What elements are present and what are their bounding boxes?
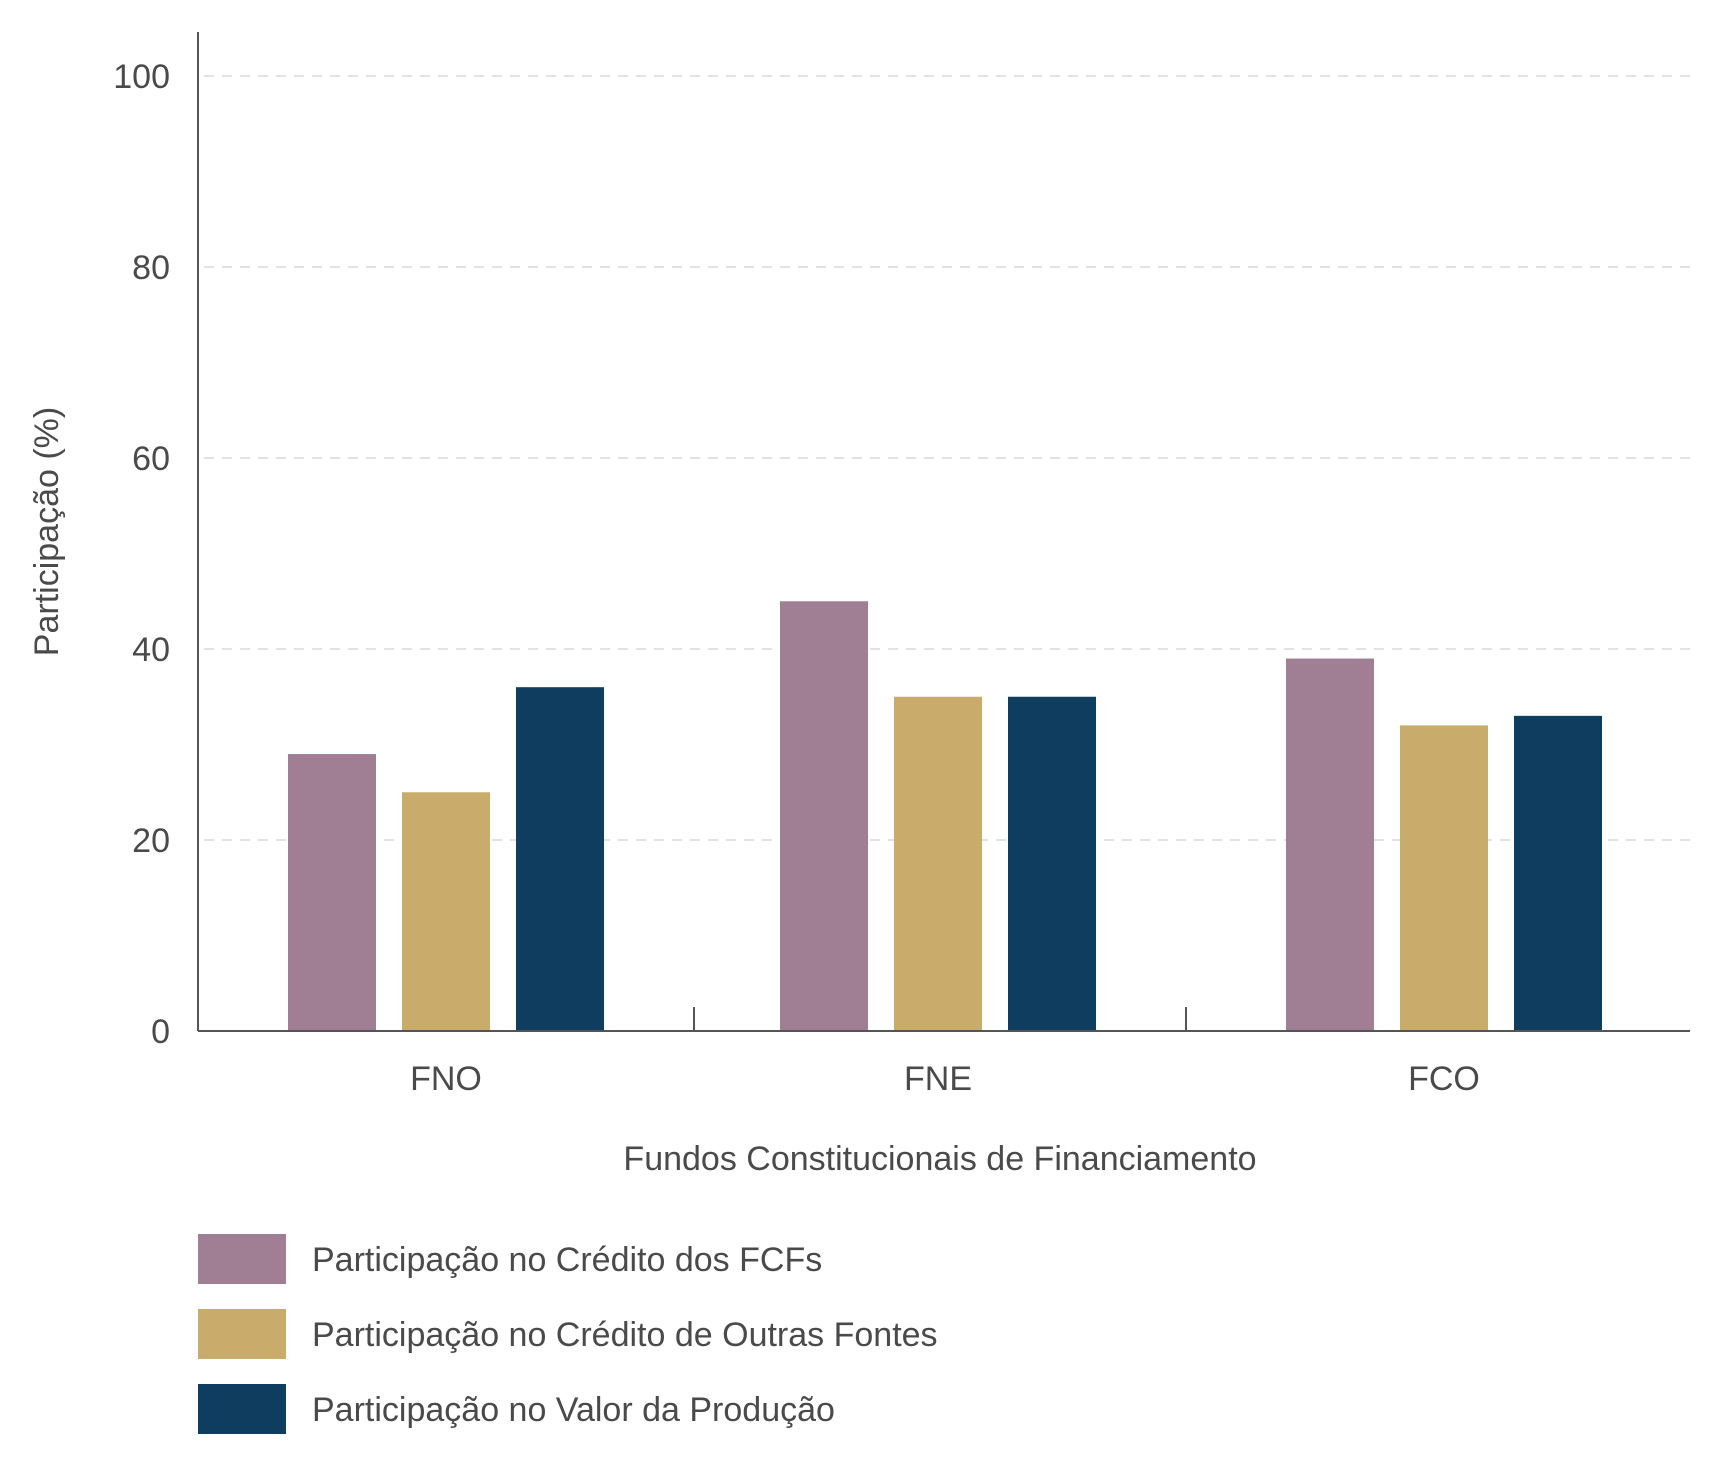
x-tick-label-fco: FCO bbox=[1408, 1060, 1480, 1098]
legend-label-1: Participação no Crédito dos FCFs bbox=[312, 1241, 822, 1279]
bar-fne-series-1 bbox=[780, 601, 868, 1031]
legend-swatch-3 bbox=[198, 1384, 286, 1434]
bars bbox=[288, 601, 1602, 1031]
bar-fne-series-2 bbox=[894, 696, 982, 1031]
axes bbox=[197, 32, 1690, 1032]
y-tick-label: 80 bbox=[132, 249, 170, 287]
x-tick-labels: FNO FNE FCO bbox=[410, 1060, 1480, 1098]
legend-swatch-2 bbox=[198, 1309, 286, 1359]
legend-label-2: Participação no Crédito de Outras Fontes bbox=[312, 1316, 938, 1354]
y-tick-label: 40 bbox=[132, 631, 170, 669]
y-axis-title: Participação (%) bbox=[28, 407, 66, 656]
x-tick-label-fno: FNO bbox=[410, 1060, 482, 1098]
bar-fco-series-1 bbox=[1286, 658, 1374, 1031]
y-tick-labels: 0 20 40 60 80 100 bbox=[113, 58, 170, 1051]
bar-fno-series-2 bbox=[402, 792, 490, 1031]
x-tick-label-fne: FNE bbox=[904, 1060, 972, 1098]
legend: Participação no Crédito dos FCFs Particip… bbox=[198, 1234, 938, 1434]
y-tick-label: 20 bbox=[132, 822, 170, 860]
bar-fco-series-2 bbox=[1400, 725, 1488, 1031]
y-tick-label: 60 bbox=[132, 440, 170, 478]
y-tick-label: 100 bbox=[113, 58, 170, 96]
bar-fne-series-3 bbox=[1008, 696, 1096, 1031]
bar-fno-series-1 bbox=[288, 754, 376, 1031]
y-tick-label: 0 bbox=[151, 1013, 170, 1051]
x-axis-title: Fundos Constitucionais de Financiamento bbox=[623, 1140, 1256, 1178]
legend-label-3: Participação no Valor da Produção bbox=[312, 1391, 835, 1429]
bar-fno-series-3 bbox=[516, 687, 604, 1031]
legend-swatch-1 bbox=[198, 1234, 286, 1284]
bar-fco-series-3 bbox=[1514, 715, 1602, 1031]
